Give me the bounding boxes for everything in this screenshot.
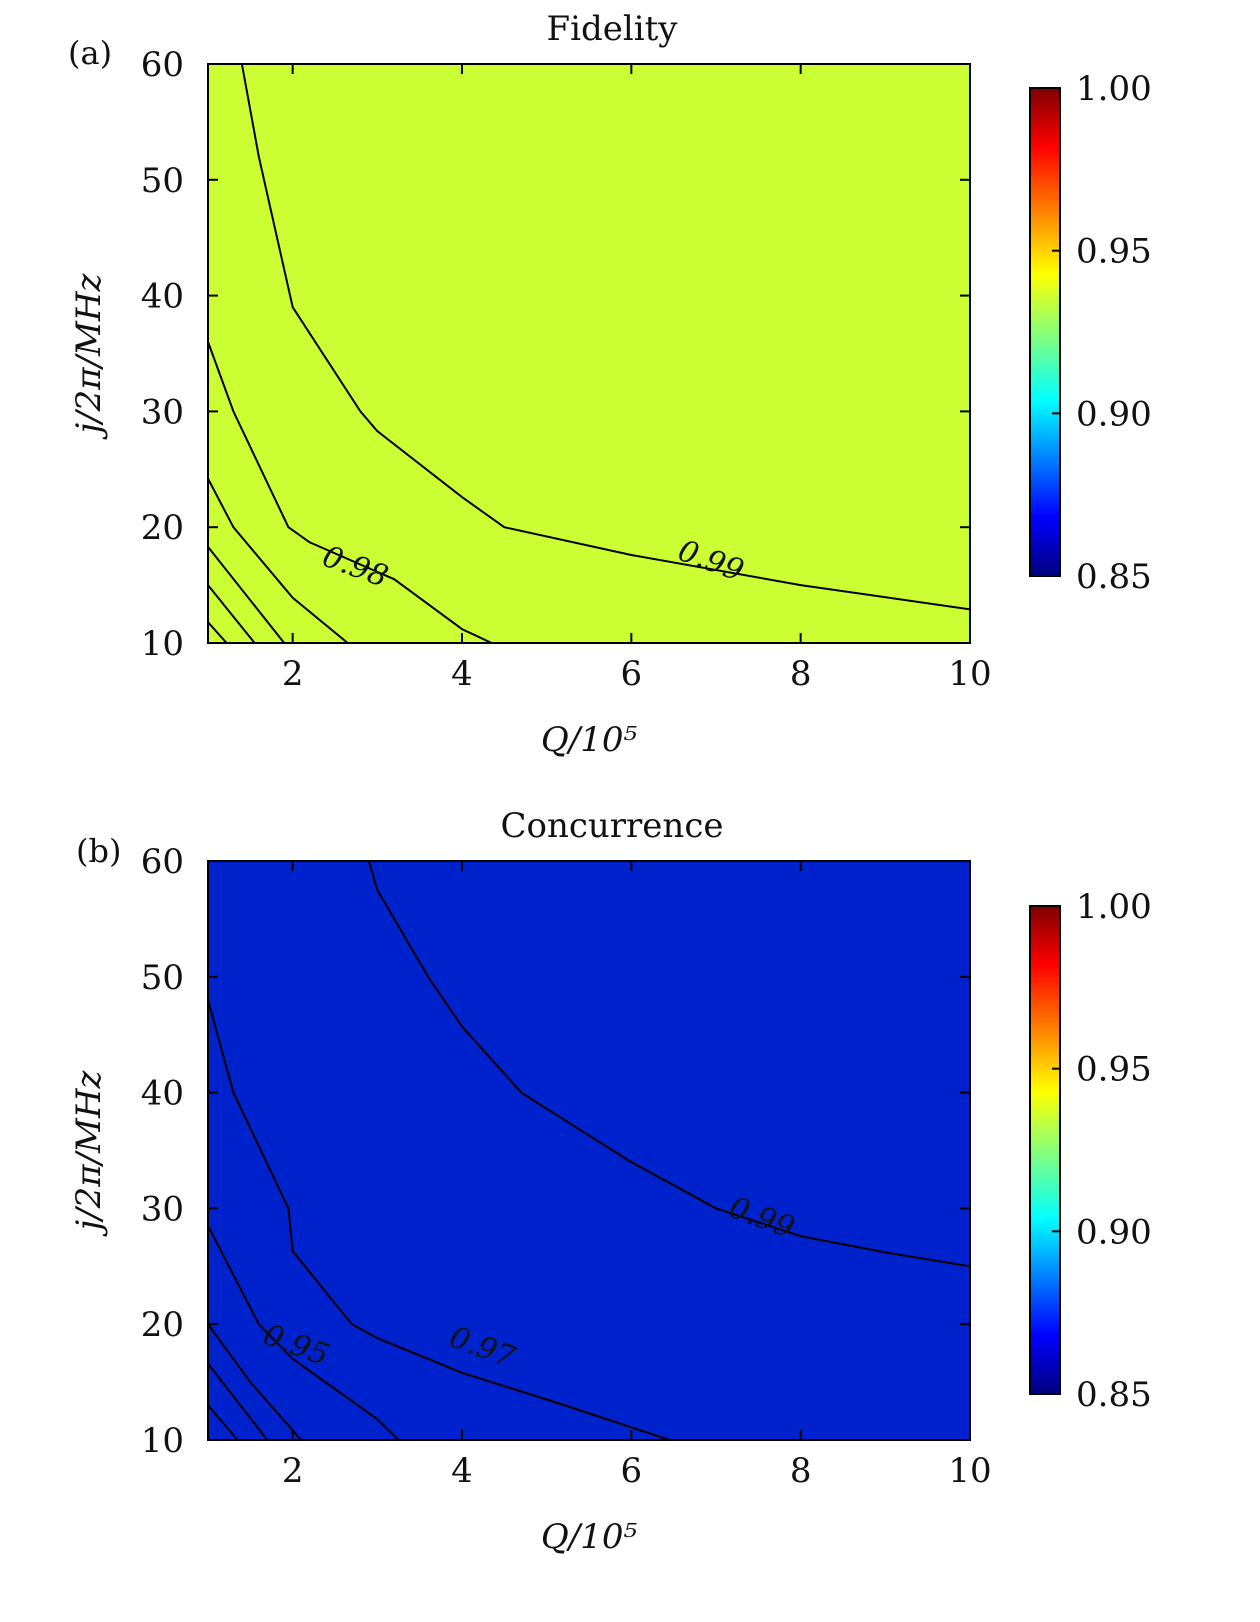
- colorbar: 1.00 0.95 0.90 0.85: [1029, 887, 1152, 1415]
- contour-region: [208, 861, 970, 1440]
- chart-title-fidelity: Fidelity: [547, 9, 679, 49]
- contour-line: [207, 478, 349, 644]
- colorbar-tick-label: 0.95: [1076, 232, 1152, 272]
- contour-line: [207, 1362, 269, 1441]
- panel-label-a: (a): [68, 34, 112, 72]
- y-axis-label: j/2π/MHz: [69, 1070, 109, 1238]
- contour-regions: [207, 860, 971, 1441]
- contour-line: [367, 860, 971, 1268]
- colorbar-tick-label: 1.00: [1076, 69, 1152, 109]
- y-tick-label: 10: [141, 1421, 184, 1461]
- contour-line: [207, 1323, 302, 1441]
- y-tick-label: 40: [141, 277, 184, 317]
- y-tick-label: 20: [141, 1305, 184, 1345]
- contour-line: [207, 584, 256, 644]
- colorbar-tick-label: 0.95: [1076, 1050, 1152, 1090]
- y-axis-label: j/2π/MHz: [69, 273, 109, 441]
- contour-region: [208, 64, 970, 643]
- x-tick-label: 6: [621, 654, 643, 694]
- colorbar-scale: [1029, 87, 1061, 577]
- axis-ticks: 2 4 6 8 10 10 20 30 40 50 60: [141, 842, 992, 1491]
- y-tick-label: 60: [141, 842, 184, 882]
- axis-ticks: 2 4 6 8 10 10 20 30 40 50 60: [141, 45, 992, 694]
- colorbar-tick-label: 0.90: [1076, 394, 1152, 434]
- colorbar-tick-label: 0.90: [1076, 1212, 1152, 1252]
- contour-regions: [207, 63, 971, 644]
- colorbar-tick-label: 0.85: [1076, 1375, 1152, 1415]
- contour-line: [240, 63, 971, 611]
- contour-line: [207, 1404, 239, 1441]
- colorbar: 1.00 0.95 0.90 0.85: [1029, 69, 1152, 597]
- x-tick-label: 2: [282, 1451, 304, 1491]
- panel-concurrence: (b) Concurrence 0.95 0.970.99 2 4 6 8 1010203…: [69, 806, 1152, 1557]
- x-tick-label: 8: [790, 1451, 812, 1491]
- y-tick-label: 60: [141, 45, 184, 85]
- contour-line: [207, 999, 670, 1441]
- plot-frame: [207, 63, 971, 644]
- chart-title-concurrence: Concurrence: [500, 806, 723, 846]
- y-tick-label: 50: [141, 958, 184, 998]
- y-tick-label: 50: [141, 161, 184, 201]
- colorbar-scale: [1029, 905, 1061, 1395]
- y-tick-label: 30: [141, 1189, 184, 1229]
- contour-line: [207, 621, 228, 644]
- colorbar-tick-label: 1.00: [1076, 887, 1152, 927]
- y-tick-label: 20: [141, 508, 184, 548]
- contour-line: [207, 546, 285, 644]
- y-tick-label: 40: [141, 1074, 184, 1114]
- plot-frame: [207, 860, 971, 1441]
- x-tick-label: 8: [790, 654, 812, 694]
- x-tick-label: 10: [948, 654, 991, 694]
- x-tick-label: 2: [282, 654, 304, 694]
- x-tick-label: 6: [621, 1451, 643, 1491]
- contour-line: [207, 341, 493, 644]
- contour-line: [207, 1225, 400, 1441]
- panel-fidelity: (a) Fidelity 0.98 0.99 2 4 6 8 10102030405060…: [68, 9, 1152, 760]
- colorbar-tick-label: 0.85: [1076, 557, 1152, 597]
- x-axis-label: Q/10⁵: [541, 1517, 638, 1557]
- x-tick-label: 4: [451, 654, 473, 694]
- panel-label-b: (b): [76, 832, 121, 870]
- y-tick-label: 10: [141, 624, 184, 664]
- x-tick-label: 4: [451, 1451, 473, 1491]
- x-axis-label: Q/10⁵: [541, 720, 638, 760]
- y-tick-label: 30: [141, 392, 184, 432]
- x-tick-label: 10: [948, 1451, 991, 1491]
